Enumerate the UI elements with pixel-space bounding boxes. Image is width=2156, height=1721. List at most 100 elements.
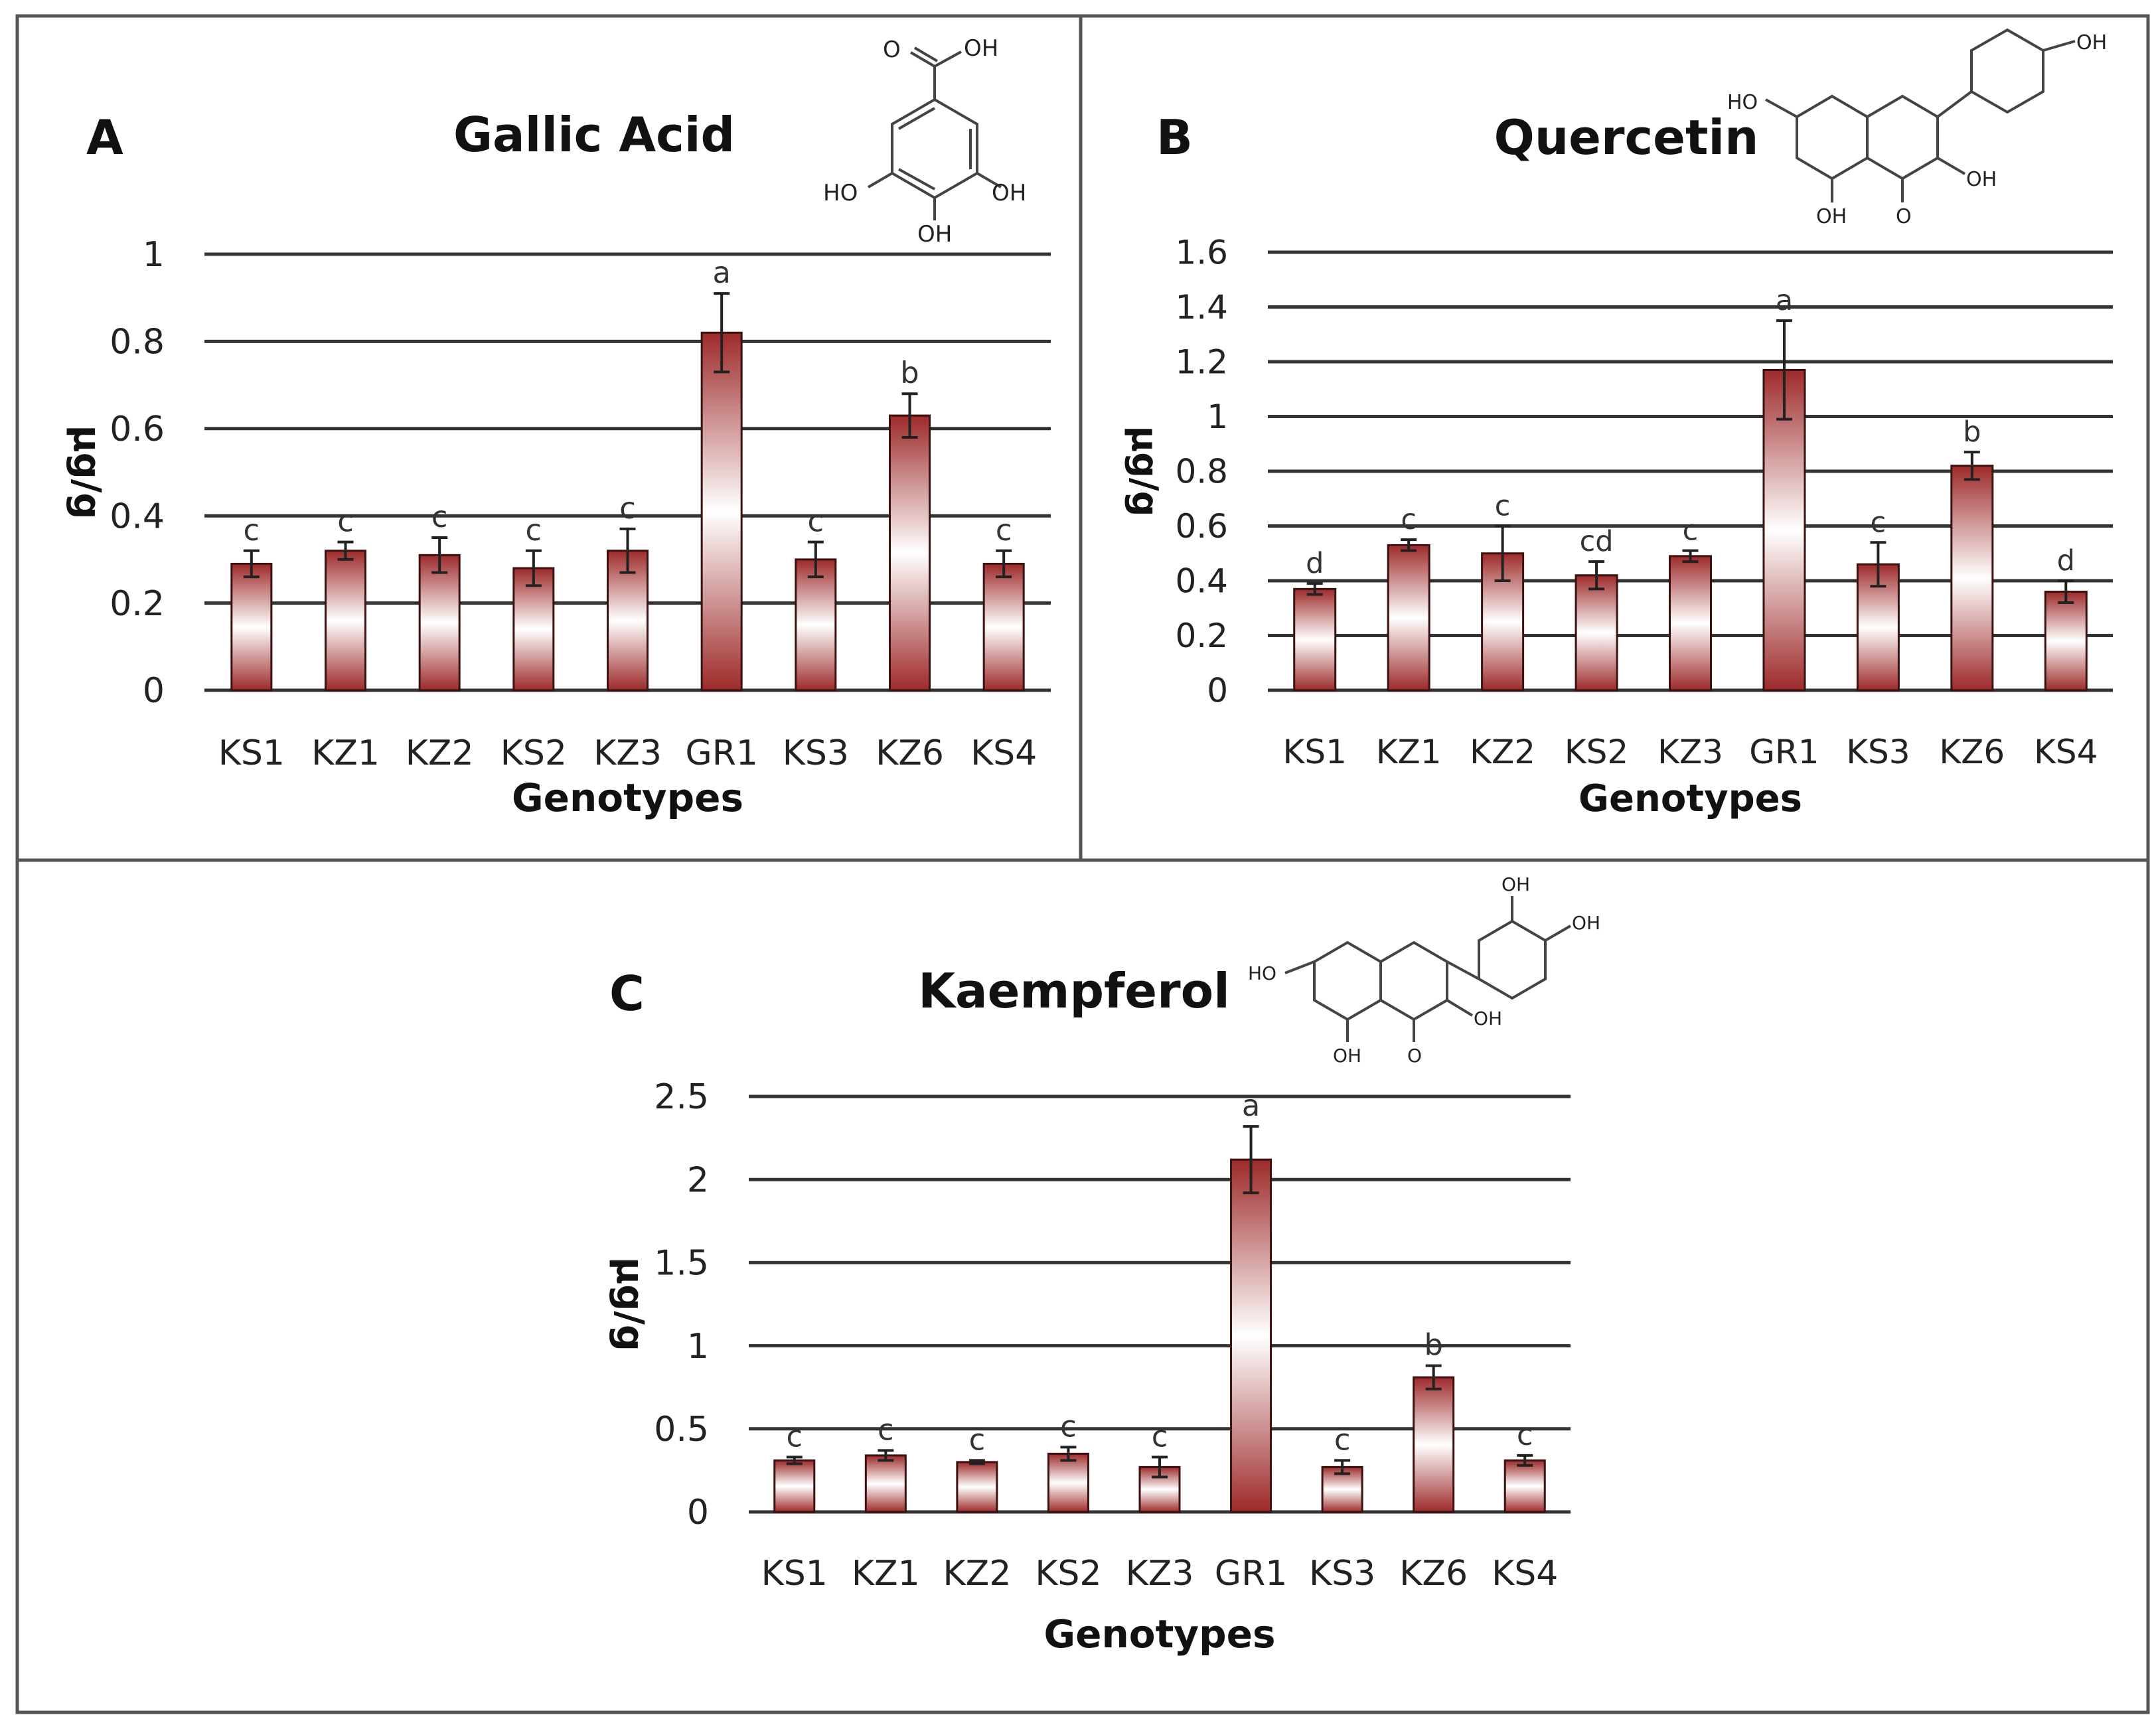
panel-b-xtick-label: KS2: [1565, 733, 1628, 771]
struct-c-label-3: HO: [1248, 962, 1276, 984]
panel-b: B Quercetin 0 0.2 0.4 0.6 0.8 1 1.2 1.4 1.6 d KS1 c…: [1124, 28, 2113, 820]
panel-c-letter: C: [609, 966, 645, 1021]
panel-b-bar-ks1: [1293, 587, 1337, 692]
kaempferol-structure-labels: OH OH HO OH OH O: [1248, 873, 1600, 1067]
panel-a-y-axis-title: μg/g: [65, 425, 108, 520]
struct-a-label-3: HO: [823, 180, 858, 206]
struct-b-label-2: OH: [2076, 31, 2107, 54]
panel-b-bar-ks3: [1856, 563, 1900, 692]
panel-a-x-axis-title: Genotypes: [512, 775, 743, 820]
panel-b-ytick-label: 1.6: [1175, 234, 1228, 272]
struct-c-label-2: OH: [1572, 912, 1600, 934]
quercetin-structure: [1765, 28, 2076, 202]
panel-a-bar-kz1: [325, 550, 366, 692]
panel-a-ytick-label: 0.8: [110, 323, 165, 362]
panel-c-bar-ks1: [773, 1459, 816, 1513]
panel-a-bar-ks3: [795, 558, 837, 692]
panel-b-xtick-label: KS3: [1846, 733, 1910, 771]
panel-c-significance-label: c: [1334, 1422, 1351, 1457]
panel-c-xtick-label: KS3: [1309, 1554, 1375, 1594]
panel-c-xtick-label: KS2: [1035, 1554, 1101, 1594]
panel-a-xtick-label: KS3: [783, 733, 849, 773]
panel-c-xtick-label: KZ2: [943, 1554, 1011, 1594]
panel-b-bar-kz3: [1669, 555, 1712, 692]
panel-a-ytick-label: 0.2: [110, 584, 165, 624]
panel-a-significance-label: b: [900, 355, 919, 390]
panel-b-bar-kz1: [1387, 544, 1430, 692]
panel-c-significance-label: c: [969, 1422, 986, 1457]
panel-a-significance-label: c: [996, 512, 1012, 548]
panel-c-significance-label: b: [1424, 1327, 1442, 1363]
panel-c-xtick-label: GR1: [1215, 1554, 1288, 1594]
panel-b-ytick-label: 0.2: [1175, 617, 1228, 655]
struct-a-label-1: OH: [964, 35, 998, 62]
struct-b-label-5: O: [1896, 205, 1912, 228]
panel-a-ytick-label: 1: [143, 235, 165, 275]
panel-a-bar-ks1: [230, 562, 273, 692]
struct-b-label-4: OH: [1816, 205, 1847, 228]
struct-c-label-6: O: [1407, 1045, 1422, 1067]
panel-c-plot: 0 0.5 1 1.5 2 2.5 c KS1 c KZ1 c KZ2 c KS2 c KZ3 a GR1 c KS3…: [608, 1077, 1571, 1657]
panel-c-y-axis-title: μg/g: [608, 1257, 651, 1351]
panel-c-ytick-label: 2.5: [654, 1077, 709, 1117]
panel-b-significance-label: cd: [1580, 525, 1614, 558]
panel-b-xtick-label: KS1: [1283, 733, 1347, 771]
gallic-acid-structure: [867, 46, 1002, 220]
panel-c-bar-kz2: [956, 1461, 998, 1513]
panel-a-xtick-label: GR1: [685, 733, 758, 773]
panel-b-significance-label: c: [1401, 503, 1417, 536]
panel-b-significance-label: c: [1683, 514, 1699, 548]
struct-b-label-3: OH: [1966, 168, 1997, 191]
panel-b-significance-label: c: [1495, 490, 1511, 523]
panel-a: A Gallic Acid 0 0.2 0.4 0.6 0.8 1 c KS1 c KZ1 c KZ2…: [65, 35, 1051, 820]
panel-c-bar-gr1: [1230, 1158, 1272, 1513]
panel-a-significance-label: c: [431, 499, 448, 534]
panel-a-significance-label: c: [808, 504, 824, 539]
panel-b-ytick-label: 0.6: [1175, 507, 1228, 546]
panel-b-ytick-label: 1.2: [1175, 343, 1228, 382]
panel-a-xtick-label: KZ1: [311, 733, 380, 773]
panel-c-x-axis-title: Genotypes: [1044, 1611, 1276, 1657]
panel-c-frame: [15, 858, 2150, 1714]
panel-b-bar-gr1: [1762, 368, 1806, 692]
panel-c-ytick-label: 0: [687, 1493, 709, 1533]
panel-a-xtick-label: KS2: [501, 733, 567, 773]
panel-c-xtick-label: KS1: [761, 1554, 828, 1594]
panel-a-bar-kz6: [889, 414, 931, 692]
panel-a-xtick-label: KS1: [218, 733, 285, 773]
panel-a-letter: A: [86, 110, 123, 165]
panel-c-significance-label: c: [1060, 1408, 1077, 1444]
panel-b-xtick-label: KZ3: [1657, 733, 1723, 771]
panel-b-title: Quercetin: [1494, 110, 1759, 165]
panel-c-title: Kaempferol: [918, 963, 1230, 1019]
panel-b-xtick-label: KZ1: [1376, 733, 1442, 771]
panel-b-ytick-label: 0: [1207, 672, 1228, 710]
struct-a-label-4: OH: [992, 180, 1026, 206]
panel-a-significance-label: c: [337, 504, 354, 539]
panel-c-significance-label: c: [878, 1412, 894, 1447]
panel-a-title: Gallic Acid: [453, 107, 735, 163]
panel-c-ytick-label: 0.5: [654, 1410, 709, 1450]
panel-a-ytick-label: 0.6: [110, 410, 165, 449]
panel-b-y-axis-title: μg/g: [1124, 426, 1166, 517]
panel-b-ytick-label: 1.4: [1175, 288, 1228, 327]
panel-a-ytick-label: 0: [143, 671, 165, 711]
panel-c-ytick-label: 1.5: [654, 1244, 709, 1284]
panel-b-significance-label: b: [1963, 415, 1981, 449]
panel-b-ytick-label: 0.4: [1175, 562, 1228, 601]
panel-a-significance-label: a: [712, 255, 730, 290]
panel-c-ytick-label: 2: [687, 1160, 709, 1200]
struct-a-label-2: O: [883, 37, 901, 63]
panel-a-bar-gr1: [700, 331, 743, 692]
panel-b-xtick-label: KZ2: [1470, 733, 1535, 771]
panel-a-xtick-label: KZ6: [876, 733, 944, 773]
panel-c-xtick-label: KZ1: [852, 1554, 920, 1594]
panel-b-significance-label: d: [1306, 547, 1324, 580]
panel-a-significance-label: c: [244, 512, 260, 548]
panel-a-significance-label: c: [619, 490, 636, 526]
panel-a-xtick-label: KS4: [970, 733, 1037, 773]
panel-b-bar-ks4: [2044, 591, 2088, 692]
struct-c-label-5: OH: [1333, 1045, 1361, 1067]
panel-c-ytick-label: 1: [687, 1327, 709, 1367]
